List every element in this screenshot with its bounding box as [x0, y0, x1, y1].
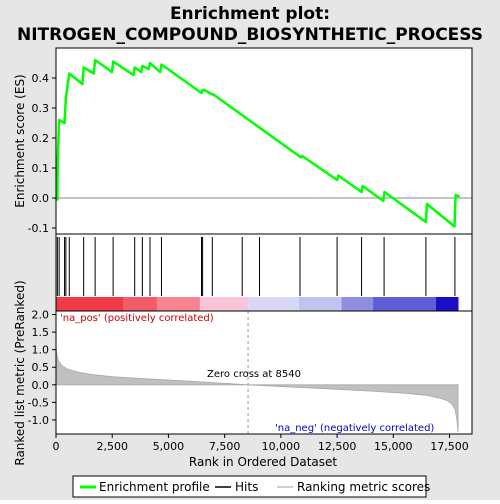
heatbar-segment-1 — [123, 297, 158, 311]
hits-layer — [56, 237, 456, 296]
chart-title-line1: Enrichment plot: — [170, 4, 330, 24]
legend-profile-label: Enrichment profile — [99, 480, 210, 494]
heatbar-segment-6 — [341, 297, 374, 311]
es-tick-label-5: 0.4 — [32, 72, 50, 85]
metric-tick-label-3: 0.5 — [32, 361, 50, 374]
metric-panel — [56, 311, 472, 434]
x-tick-label-0: 0 — [53, 440, 60, 453]
x-tick-label-4: 10,000 — [262, 440, 301, 453]
heatbar-segment-8 — [436, 297, 459, 311]
heatbar-segment-0 — [56, 297, 124, 311]
metric-tick-label-2: 0.0 — [32, 379, 50, 392]
x-axis-label: Rank in Ordered Dataset — [189, 455, 337, 469]
metric-layer — [55, 311, 459, 434]
metric-tick-label-0: -1.0 — [28, 414, 49, 427]
ranking-metric-area — [55, 346, 459, 433]
es-tick-label-0: -0.1 — [28, 222, 49, 235]
chart-title-line2: NITROGEN_COMPOUND_BIOSYNTHETIC_PROCESS — [17, 25, 483, 45]
enrichment-profile-line — [55, 58, 461, 228]
heatbar-segment-3 — [199, 297, 249, 311]
ranking-heatbar — [56, 297, 459, 311]
es-y-axis-label: Enrichment score (ES) — [13, 74, 27, 207]
heatbar-segment-2 — [157, 297, 200, 311]
x-tick-label-2: 5,000 — [153, 440, 185, 453]
negative-correlation-label: 'na_neg' (negatively correlated) — [275, 423, 434, 434]
heatbar-segment-5 — [298, 297, 342, 311]
legend-box — [72, 475, 427, 498]
es-tick-label-1: 0.0 — [32, 192, 50, 205]
x-tick-label-3: 7,500 — [209, 440, 241, 453]
es-panel — [56, 48, 472, 234]
legend: Enrichment profile Hits Ranking metric s… — [72, 475, 430, 498]
metric-tick-label-6: 2.0 — [32, 309, 50, 322]
x-tick-label-6: 15,000 — [374, 440, 413, 453]
es-tick-label-3: 0.2 — [32, 132, 50, 145]
es-tick-label-2: 0.1 — [32, 162, 50, 175]
heatbar-segment-4 — [248, 297, 299, 311]
legend-metric-label: Ranking metric scores — [297, 480, 430, 494]
x-tick-label-7: 17,500 — [430, 440, 469, 453]
metric-tick-label-1: -0.5 — [28, 396, 49, 409]
metric-tick-label-4: 1.0 — [32, 344, 50, 357]
axes-layer: 0 2,500 5,000 7,500 10,000 12,500 15,000 17,500… — [28, 72, 469, 453]
x-tick-label-1: 2,500 — [96, 440, 128, 453]
heatbar-segment-7 — [373, 297, 437, 311]
es-layer — [55, 58, 472, 228]
positive-correlation-label: 'na_pos' (positively correlated) — [60, 313, 214, 324]
metric-panel-border — [55, 310, 473, 435]
es-tick-label-4: 0.3 — [32, 102, 50, 115]
metric-tick-label-5: 1.5 — [32, 326, 50, 339]
legend-hits-label: Hits — [235, 480, 258, 494]
zero-cross-label: Zero cross at 8540 — [207, 369, 301, 380]
metric-y-axis-label: Ranked list metric (PreRanked) — [13, 280, 27, 465]
x-tick-label-5: 12,500 — [318, 440, 357, 453]
